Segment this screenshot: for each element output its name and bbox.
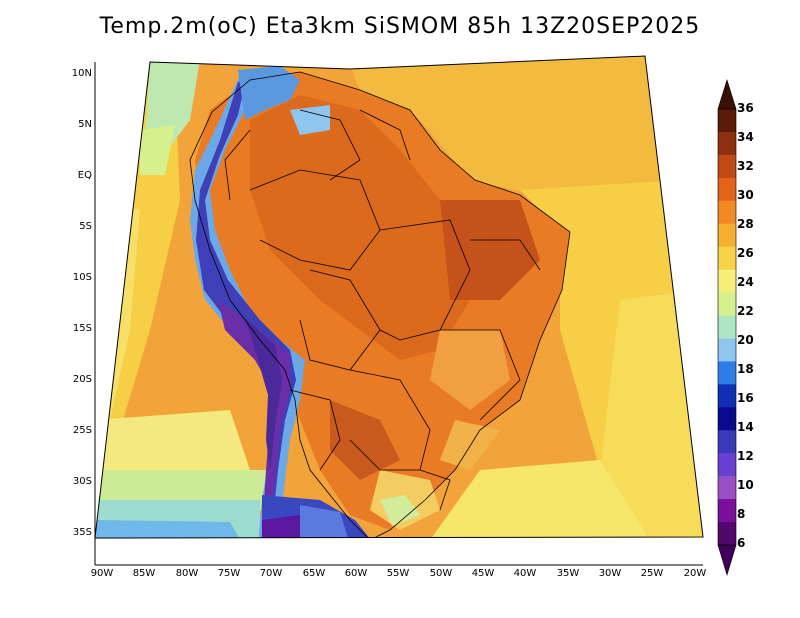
lon-label-45w: 45W — [471, 568, 495, 579]
lat-label-5n: 5N — [78, 119, 92, 130]
colorbar-segment — [718, 131, 736, 156]
colorbar-segment — [718, 246, 736, 271]
colorbar-label-18: 18 — [737, 362, 754, 376]
colorbar-segment — [718, 384, 736, 408]
lon-label-55w: 55W — [386, 568, 410, 579]
colorbar-segment — [718, 361, 736, 385]
lat-label-15s: 15S — [72, 323, 92, 334]
lon-label-85w: 85W — [132, 568, 156, 579]
colorbar-label-22: 22 — [737, 304, 754, 318]
colorbar-segment — [718, 338, 736, 362]
lat-label-20s: 20S — [72, 374, 92, 385]
lon-label-40w: 40W — [513, 568, 537, 579]
lat-label-30s: 30S — [72, 476, 92, 487]
lon-label-75w: 75W — [217, 568, 241, 579]
colorbar-label-34: 34 — [737, 130, 754, 144]
colorbar-label-8: 8 — [737, 507, 746, 521]
lon-label-20w: 20W — [683, 568, 707, 579]
lat-label-5s: 5S — [79, 221, 92, 232]
lon-label-60w: 60W — [344, 568, 368, 579]
colorbar-segment — [718, 292, 736, 317]
lon-label-65w: 65W — [302, 568, 326, 579]
colorbar-label-20: 20 — [737, 333, 754, 347]
colorbar-label-32: 32 — [737, 159, 754, 173]
domain-outline — [94, 55, 704, 539]
colorbar-label-26: 26 — [737, 246, 754, 260]
lon-label-25w: 25W — [640, 568, 664, 579]
colorbar-segment — [718, 154, 736, 179]
lat-label-10n: 10N — [71, 68, 92, 79]
lon-label-30w: 30W — [598, 568, 622, 579]
colorbar-segment — [718, 522, 736, 546]
colorbar-segment — [718, 109, 736, 133]
colorbar-segment — [718, 453, 736, 477]
colorbar-frame — [717, 108, 737, 546]
colorbar-segment — [718, 430, 736, 454]
colorbar-label-36: 36 — [737, 101, 754, 115]
colorbar-segment — [718, 223, 736, 248]
colorbar-label-30: 30 — [737, 188, 754, 202]
colorbar-segment — [718, 315, 736, 339]
colorbar-label-14: 14 — [737, 420, 754, 434]
lat-label-35s: 35S — [72, 527, 92, 538]
colorbar-label-6: 6 — [737, 536, 746, 550]
colorbar-label-16: 16 — [737, 391, 754, 405]
colorbar-segment — [718, 476, 736, 500]
lon-label-70w: 70W — [259, 568, 283, 579]
lon-label-80w: 80W — [175, 568, 199, 579]
colorbar-label-24: 24 — [737, 275, 754, 289]
colorbar-label-12: 12 — [737, 449, 754, 463]
colorbar-segment — [718, 407, 736, 431]
colorbar-segment — [718, 269, 736, 294]
colorbar-segment — [718, 177, 736, 202]
lat-label-25s: 25S — [72, 425, 92, 436]
colorbar-bottom-arrow — [717, 544, 737, 577]
map-title: Temp.2m(oC) Eta3km SiSMOM 85h 13Z20SEP20… — [99, 14, 701, 39]
colorbar-segment — [718, 499, 736, 523]
colorbar-top-arrow — [717, 78, 737, 110]
lon-label-90w: 90W — [90, 568, 114, 579]
axis-ticks — [94, 62, 703, 566]
temperature-field — [95, 56, 703, 538]
lat-label-eq: EQ — [77, 170, 92, 181]
colorbar-segment — [718, 200, 736, 225]
country-borders — [189, 71, 571, 538]
lat-label-10s: 10S — [72, 272, 92, 283]
colorbar-label-10: 10 — [737, 478, 754, 492]
colorbar-label-28: 28 — [737, 217, 754, 231]
lon-label-50w: 50W — [429, 568, 453, 579]
lon-label-35w: 35W — [556, 568, 580, 579]
colorbar — [717, 78, 737, 577]
